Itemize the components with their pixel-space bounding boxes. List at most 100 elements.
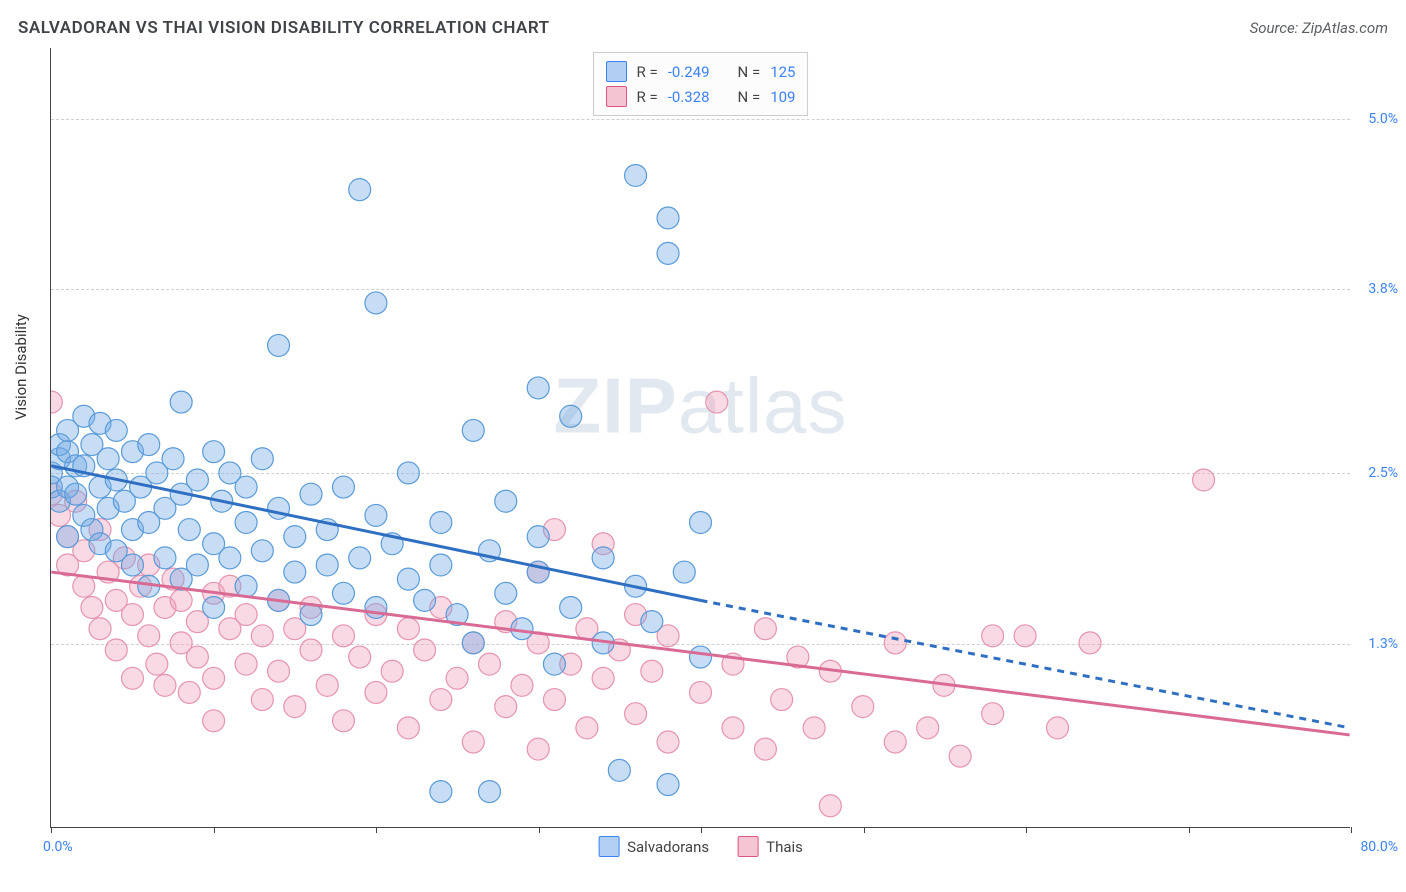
data-point: [121, 604, 143, 626]
data-point: [657, 242, 679, 264]
scatter-plot: [51, 48, 1350, 827]
swatch-blue-icon: [598, 836, 619, 857]
x-tick: [51, 827, 52, 833]
data-point: [349, 646, 371, 668]
x-tick: [1026, 827, 1027, 833]
y-tick-label: 2.5%: [1368, 465, 1398, 481]
data-point: [690, 646, 712, 668]
data-point: [690, 681, 712, 703]
chart-title: SALVADORAN VS THAI VISION DISABILITY COR…: [18, 18, 550, 38]
data-point: [511, 674, 533, 696]
data-point: [527, 738, 549, 760]
data-point: [235, 575, 257, 597]
data-point: [203, 667, 225, 689]
data-point: [203, 710, 225, 732]
data-point: [316, 554, 338, 576]
data-point: [146, 653, 168, 675]
data-point: [673, 561, 695, 583]
data-point: [65, 483, 87, 505]
data-point: [852, 696, 874, 718]
x-tick: [214, 827, 215, 833]
legend-item-salvadorans: Salvadorans: [598, 836, 709, 857]
data-point: [641, 660, 663, 682]
data-point: [479, 653, 501, 675]
data-point: [235, 653, 257, 675]
data-point: [397, 717, 419, 739]
data-point: [365, 504, 387, 526]
data-point: [657, 731, 679, 753]
data-point: [51, 391, 62, 413]
data-point: [235, 604, 257, 626]
data-point: [186, 469, 208, 491]
data-point: [268, 334, 290, 356]
data-point: [560, 405, 582, 427]
r-label: R =: [637, 63, 658, 81]
x-min-label: 0.0%: [43, 839, 73, 855]
stats-box: R = -0.249 N = 125 R = -0.328 N = 109: [593, 52, 809, 116]
data-point: [803, 717, 825, 739]
r-value: -0.328: [668, 88, 710, 106]
x-tick: [864, 827, 865, 833]
y-axis-label: Vision Disability: [12, 314, 30, 420]
data-point: [657, 207, 679, 229]
data-point: [170, 391, 192, 413]
data-point: [430, 689, 452, 711]
data-point: [219, 547, 241, 569]
data-point: [138, 434, 160, 456]
data-point: [251, 448, 273, 470]
data-point: [365, 292, 387, 314]
data-point: [316, 674, 338, 696]
data-point: [414, 639, 436, 661]
data-point: [1193, 469, 1215, 491]
y-tick-label: 1.3%: [1368, 636, 1398, 652]
legend-item-thais: Thais: [737, 836, 803, 857]
data-point: [332, 476, 354, 498]
data-point: [608, 759, 630, 781]
x-max-label: 80.0%: [1360, 839, 1398, 855]
data-point: [446, 667, 468, 689]
data-point: [397, 618, 419, 640]
data-point: [162, 448, 184, 470]
data-point: [462, 731, 484, 753]
data-point: [121, 667, 143, 689]
x-tick: [539, 827, 540, 833]
data-point: [97, 448, 119, 470]
data-point: [105, 419, 127, 441]
data-point: [884, 731, 906, 753]
data-point: [462, 419, 484, 441]
data-point: [576, 717, 598, 739]
data-point: [170, 589, 192, 611]
legend-label: Thais: [766, 838, 803, 856]
swatch-pink-icon: [606, 86, 627, 107]
legend: Salvadorans Thais: [598, 836, 803, 857]
data-point: [186, 646, 208, 668]
data-point: [178, 681, 200, 703]
r-label: R =: [637, 88, 658, 106]
data-point: [349, 179, 371, 201]
n-label: N =: [738, 88, 761, 106]
data-point: [917, 717, 939, 739]
data-point: [349, 547, 371, 569]
n-label: N =: [738, 63, 761, 81]
data-point: [982, 625, 1004, 647]
swatch-blue-icon: [606, 61, 627, 82]
data-point: [332, 625, 354, 647]
data-point: [754, 738, 776, 760]
data-point: [268, 660, 290, 682]
x-tick: [701, 827, 702, 833]
data-point: [657, 774, 679, 796]
data-point: [495, 582, 517, 604]
data-point: [300, 639, 322, 661]
data-point: [251, 625, 273, 647]
data-point: [884, 632, 906, 654]
data-point: [495, 696, 517, 718]
data-point: [235, 511, 257, 533]
data-point: [203, 596, 225, 618]
data-point: [365, 681, 387, 703]
y-tick-label: 3.8%: [1368, 281, 1398, 297]
data-point: [527, 377, 549, 399]
data-point: [121, 554, 143, 576]
data-point: [397, 568, 419, 590]
data-point: [138, 625, 160, 647]
data-point: [154, 547, 176, 569]
